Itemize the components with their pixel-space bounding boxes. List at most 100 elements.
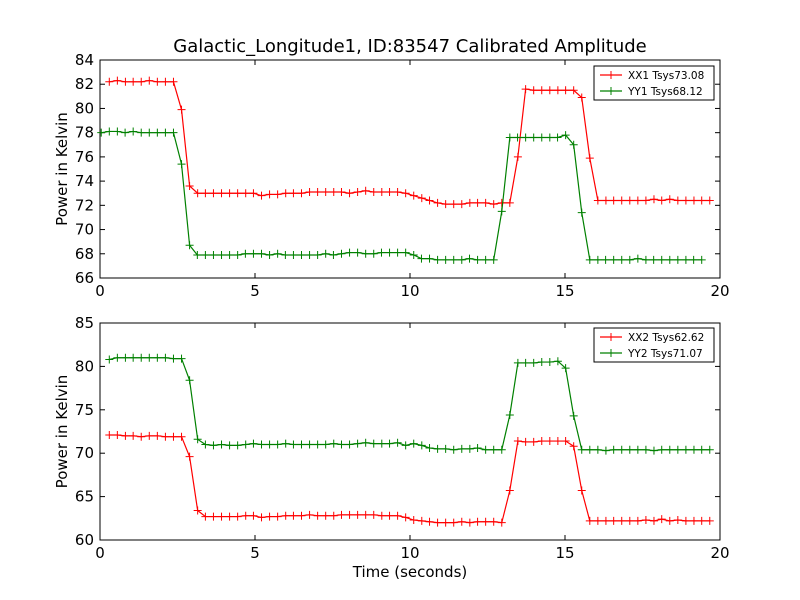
legend: XX2 Tsys62.62 YY2 Tsys71.07 <box>593 327 715 363</box>
chart-title: Galactic_Longitude1, ID:83547 Calibrated… <box>173 36 646 57</box>
data-point-marker <box>225 250 234 259</box>
data-point-marker <box>433 444 442 453</box>
data-point-marker <box>505 486 514 495</box>
data-point-marker <box>689 516 698 525</box>
data-point-marker <box>521 85 530 94</box>
data-point-marker <box>217 440 226 449</box>
data-point-marker <box>361 186 370 195</box>
data-point-marker <box>697 196 706 205</box>
data-point-marker <box>169 128 178 137</box>
x-tick-label: 15 <box>555 282 574 300</box>
legend-entry-label: XX1 Tsys73.08 <box>628 70 704 82</box>
data-point-marker <box>609 255 618 264</box>
data-point-marker <box>129 353 138 362</box>
data-point-marker <box>593 196 602 205</box>
data-point-marker <box>337 188 346 197</box>
data-point-marker <box>649 195 658 204</box>
data-point-marker <box>609 196 618 205</box>
data-point-marker <box>241 249 250 258</box>
data-point-marker <box>137 432 146 441</box>
legend-box <box>593 65 715 101</box>
data-point-marker <box>569 86 578 95</box>
data-point-marker <box>529 86 538 95</box>
data-point-marker <box>529 358 538 367</box>
y-tick-label: 85 <box>75 314 94 332</box>
data-point-marker <box>169 432 178 441</box>
data-point-marker <box>417 254 426 263</box>
data-point-marker <box>209 250 218 259</box>
y-tick-label: 82 <box>75 75 94 93</box>
data-point-marker <box>209 512 218 521</box>
data-point-marker <box>593 516 602 525</box>
data-point-marker <box>409 250 418 259</box>
data-point-marker <box>441 200 450 209</box>
data-point-marker <box>625 196 634 205</box>
data-point-marker <box>105 355 114 364</box>
data-point-marker <box>657 515 666 524</box>
data-point-marker <box>209 441 218 450</box>
data-point-marker <box>273 512 282 521</box>
data-point-marker <box>121 77 130 86</box>
data-point-marker <box>449 200 458 209</box>
series-1 <box>105 76 714 209</box>
data-point-marker <box>401 513 410 522</box>
data-point-marker <box>553 133 562 142</box>
data-point-marker <box>545 86 554 95</box>
data-point-marker <box>569 411 578 420</box>
data-point-marker <box>561 86 570 95</box>
data-point-marker <box>233 512 242 521</box>
data-point-marker <box>345 440 354 449</box>
data-point-marker <box>593 255 602 264</box>
data-point-marker <box>377 188 386 197</box>
data-point-marker <box>329 250 338 259</box>
data-point-marker <box>569 140 578 149</box>
data-point-marker <box>505 198 514 207</box>
data-point-marker <box>145 431 154 440</box>
data-point-marker <box>137 128 146 137</box>
data-point-marker <box>337 249 346 258</box>
data-point-marker <box>497 207 506 216</box>
data-point-marker <box>265 440 274 449</box>
data-point-marker <box>425 196 434 205</box>
data-point-marker <box>249 439 258 448</box>
data-point-marker <box>177 432 186 441</box>
data-point-marker <box>217 189 226 198</box>
data-point-marker <box>457 200 466 209</box>
data-point-marker <box>673 255 682 264</box>
data-point-marker <box>401 441 410 450</box>
data-point-marker <box>233 250 242 259</box>
data-point-marker <box>289 189 298 198</box>
data-point-marker <box>329 439 338 448</box>
y-tick-label: 80 <box>75 99 94 117</box>
data-point-marker <box>177 160 186 169</box>
data-point-marker <box>633 516 642 525</box>
data-point-marker <box>481 255 490 264</box>
data-point-marker <box>313 188 322 197</box>
data-point-marker <box>465 254 474 263</box>
data-point-marker <box>489 255 498 264</box>
data-point-marker <box>393 188 402 197</box>
x-tick-label: 10 <box>400 282 419 300</box>
data-point-marker <box>441 444 450 453</box>
data-point-marker <box>657 196 666 205</box>
data-point-marker <box>401 189 410 198</box>
data-point-marker <box>129 127 138 136</box>
series-line <box>109 357 710 452</box>
data-point-marker <box>313 250 322 259</box>
data-point-marker <box>121 128 130 137</box>
data-point-marker <box>241 189 250 198</box>
y-tick-label: 75 <box>75 401 94 419</box>
data-point-marker <box>305 440 314 449</box>
data-point-marker <box>657 445 666 454</box>
data-point-marker <box>209 189 218 198</box>
x-tick-label: 20 <box>710 282 729 300</box>
data-point-marker <box>177 105 186 114</box>
data-point-marker <box>113 430 122 439</box>
data-point-marker <box>321 249 330 258</box>
data-point-marker <box>641 445 650 454</box>
data-point-marker <box>289 250 298 259</box>
data-point-marker <box>529 437 538 446</box>
data-point-marker <box>665 195 674 204</box>
legend-marker <box>607 87 615 95</box>
series-2 <box>105 353 714 455</box>
